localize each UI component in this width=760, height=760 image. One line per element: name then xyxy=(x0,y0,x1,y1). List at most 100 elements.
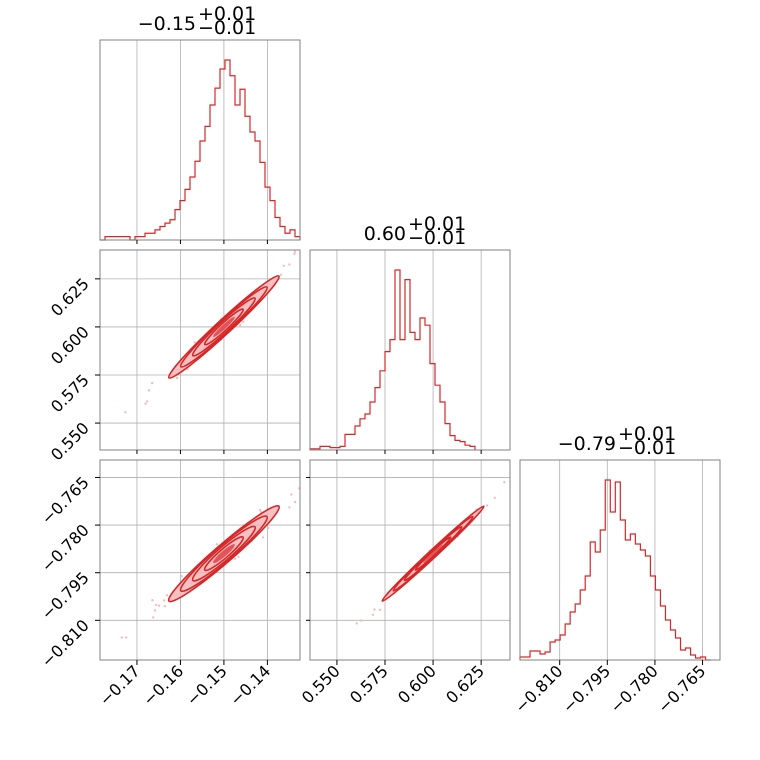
scatter-point xyxy=(232,735,234,737)
contour-level-3 xyxy=(414,536,452,572)
scatter-point xyxy=(147,389,151,392)
density-panel-2-1 xyxy=(232,446,548,737)
y-tick-label-1-0: 0.550 xyxy=(47,418,93,464)
x-tick-label-1-0: 0.550 xyxy=(298,661,344,707)
scatter-point xyxy=(288,263,291,266)
contour-level-2 xyxy=(191,297,257,357)
scatter-point xyxy=(154,603,158,607)
scatter-point xyxy=(124,636,128,639)
scatter-point xyxy=(152,616,155,619)
scatter-point xyxy=(85,655,87,657)
density-panel-2-0 xyxy=(85,483,300,657)
scatter-point xyxy=(293,500,297,504)
y-tick-label-1-3: 0.625 xyxy=(47,274,93,320)
scatter-point xyxy=(215,543,219,546)
contour-level-2 xyxy=(403,525,463,582)
scatter-point xyxy=(293,250,297,254)
scatter-point xyxy=(360,619,363,622)
contour-level-3 xyxy=(203,308,244,346)
scatter-point xyxy=(521,469,523,471)
scatter-point xyxy=(144,402,147,405)
scatter-point xyxy=(290,493,293,496)
scatter-point xyxy=(355,622,358,625)
hist-panel-1-frame xyxy=(309,249,511,451)
contour-level-4 xyxy=(213,316,235,338)
panel-title-sup-0: +0.01 xyxy=(198,3,256,25)
scatter-point xyxy=(145,400,149,403)
y-tick-label-2-0: −0.810 xyxy=(38,616,93,671)
scatter-point xyxy=(493,496,496,500)
scatter-point xyxy=(150,381,154,385)
scatter-point xyxy=(120,636,124,639)
panel-title-sub-0: −0.01 xyxy=(198,17,256,39)
scatter-point xyxy=(163,599,166,602)
panel-title-2: −0.79 xyxy=(558,433,616,455)
scatter-panel-1-0-frame xyxy=(99,249,301,451)
scatter-point xyxy=(163,605,167,608)
y-tick-label-1-1: 0.575 xyxy=(47,370,93,416)
panel-title-1: 0.60 xyxy=(364,223,406,245)
contour-level-2 xyxy=(191,525,257,582)
scatter-point xyxy=(234,557,237,561)
scatter-point xyxy=(165,593,169,597)
scatter-point xyxy=(485,504,489,507)
panel-title-sup-1: +0.01 xyxy=(408,213,466,235)
contour-outline xyxy=(167,504,281,603)
contour-level-1 xyxy=(179,515,269,593)
scatter-point xyxy=(242,320,245,323)
y-tick-label-2-2: −0.780 xyxy=(38,520,93,575)
y-tick-label-1-2: 0.600 xyxy=(47,322,93,368)
scatter-point xyxy=(124,411,127,414)
scatter-point xyxy=(282,264,285,267)
histogram-1 xyxy=(309,269,476,450)
x-tick-label-1-1: 0.575 xyxy=(346,661,392,707)
histogram-0 xyxy=(100,59,301,241)
panel-title-sup-2: +0.01 xyxy=(618,423,676,445)
scatter-panel-2-0-frame xyxy=(99,459,301,661)
scatter-point xyxy=(546,446,548,448)
panel-title-sub-1: −0.01 xyxy=(408,227,466,249)
scatter-panel-2-1-frame xyxy=(309,459,511,661)
x-tick-label-2-2: −0.780 xyxy=(606,661,661,716)
scatter-point xyxy=(261,536,265,539)
scatter-point xyxy=(293,252,296,256)
x-tick-label-2-1: −0.795 xyxy=(559,661,614,716)
x-tick-label-2-3: −0.765 xyxy=(654,661,709,716)
contour-level-3 xyxy=(203,535,245,572)
scatter-point xyxy=(288,506,291,509)
scatter-point xyxy=(180,574,183,578)
x-tick-label-0-1: −0.16 xyxy=(139,661,187,709)
scatter-point xyxy=(157,604,161,607)
x-tick-label-1-2: 0.600 xyxy=(394,661,440,707)
scatter-point xyxy=(175,376,179,380)
scatter-point xyxy=(373,608,376,611)
scatter-point xyxy=(279,273,283,276)
hist-panel-2-frame xyxy=(519,459,721,661)
scatter-point xyxy=(151,599,154,602)
scatter-point xyxy=(503,481,506,484)
scatter-point xyxy=(153,609,157,612)
panel-title-0: −0.15 xyxy=(138,13,196,35)
scatter-point xyxy=(371,198,373,200)
scatter-point xyxy=(237,555,240,559)
scatter-point xyxy=(193,341,196,344)
scatter-point xyxy=(371,613,375,617)
scatter-point xyxy=(258,508,262,512)
x-tick-label-0-2: −0.15 xyxy=(183,661,231,709)
hist-panel-0-frame xyxy=(99,39,301,241)
contour-level-1 xyxy=(179,286,268,368)
scatter-point xyxy=(378,608,382,612)
contour-level-4 xyxy=(423,544,444,563)
scatter-point xyxy=(267,526,270,530)
x-tick-label-0-3: −0.14 xyxy=(226,661,274,709)
scatter-point xyxy=(303,243,305,245)
density-panel-1-0 xyxy=(124,198,373,414)
histogram-2 xyxy=(519,479,711,661)
y-tick-label-2-3: −0.765 xyxy=(38,473,93,528)
x-tick-label-2-0: −0.810 xyxy=(511,661,566,716)
contour-level-4 xyxy=(212,544,235,564)
scatter-point xyxy=(238,324,242,327)
y-tick-label-2-1: −0.795 xyxy=(38,568,93,623)
panel-title-sub-2: −0.01 xyxy=(618,437,676,459)
